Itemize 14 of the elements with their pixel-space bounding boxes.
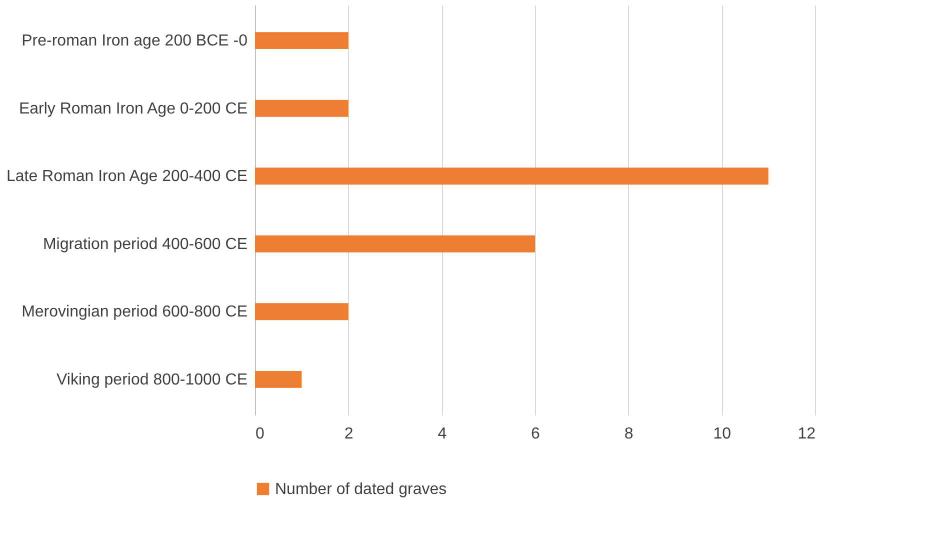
y-tick-label: Viking period 800-1000 CE	[56, 371, 248, 388]
legend-label: Number of dated graves	[275, 481, 447, 498]
y-tick-label: Pre-roman Iron age 200 BCE -0	[22, 32, 248, 50]
y-tick-label: Early Roman Iron Age 0-200 CE	[18, 100, 248, 118]
x-tick-label: 10	[713, 426, 732, 442]
y-tick-label: Migration period 400-600 CE	[42, 236, 248, 253]
x-tick-label: 2	[344, 426, 354, 442]
x-tick-label: 0	[256, 426, 264, 442]
x-tick-label: 6	[531, 426, 540, 442]
x-tick-label: 8	[624, 426, 634, 442]
x-tick-label: 12	[798, 426, 816, 442]
x-tick-label: 4	[438, 426, 447, 442]
y-tick-label: Merovingian period 600-800 CE	[22, 304, 248, 321]
y-tick-label: Late Roman Iron Age 200-400 CE	[6, 168, 248, 186]
